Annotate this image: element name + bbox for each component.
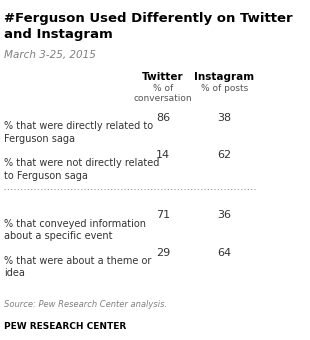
Text: 14: 14 (156, 150, 170, 160)
Text: Twitter: Twitter (142, 72, 184, 82)
Text: % that were not directly related
to Ferguson saga: % that were not directly related to Ferg… (4, 158, 159, 181)
Text: March 3-25, 2015: March 3-25, 2015 (4, 50, 96, 60)
Text: #Ferguson Used Differently on Twitter
and Instagram: #Ferguson Used Differently on Twitter an… (4, 12, 293, 40)
Text: 71: 71 (156, 210, 170, 220)
Text: Instagram: Instagram (194, 72, 255, 82)
Text: % of
conversation: % of conversation (134, 84, 192, 103)
Text: % that were directly related to
Ferguson saga: % that were directly related to Ferguson… (4, 121, 153, 143)
Text: 64: 64 (217, 248, 232, 258)
Text: % that conveyed information
about a specific event: % that conveyed information about a spec… (4, 219, 146, 241)
Text: % of posts: % of posts (201, 84, 248, 93)
Text: 62: 62 (217, 150, 232, 160)
Text: 86: 86 (156, 113, 170, 123)
Text: PEW RESEARCH CENTER: PEW RESEARCH CENTER (4, 322, 126, 331)
Text: 38: 38 (217, 113, 232, 123)
Text: % that were about a theme or
idea: % that were about a theme or idea (4, 256, 151, 278)
Text: Source: Pew Research Center analysis.: Source: Pew Research Center analysis. (4, 300, 167, 309)
Text: 36: 36 (218, 210, 232, 220)
Text: 29: 29 (156, 248, 170, 258)
